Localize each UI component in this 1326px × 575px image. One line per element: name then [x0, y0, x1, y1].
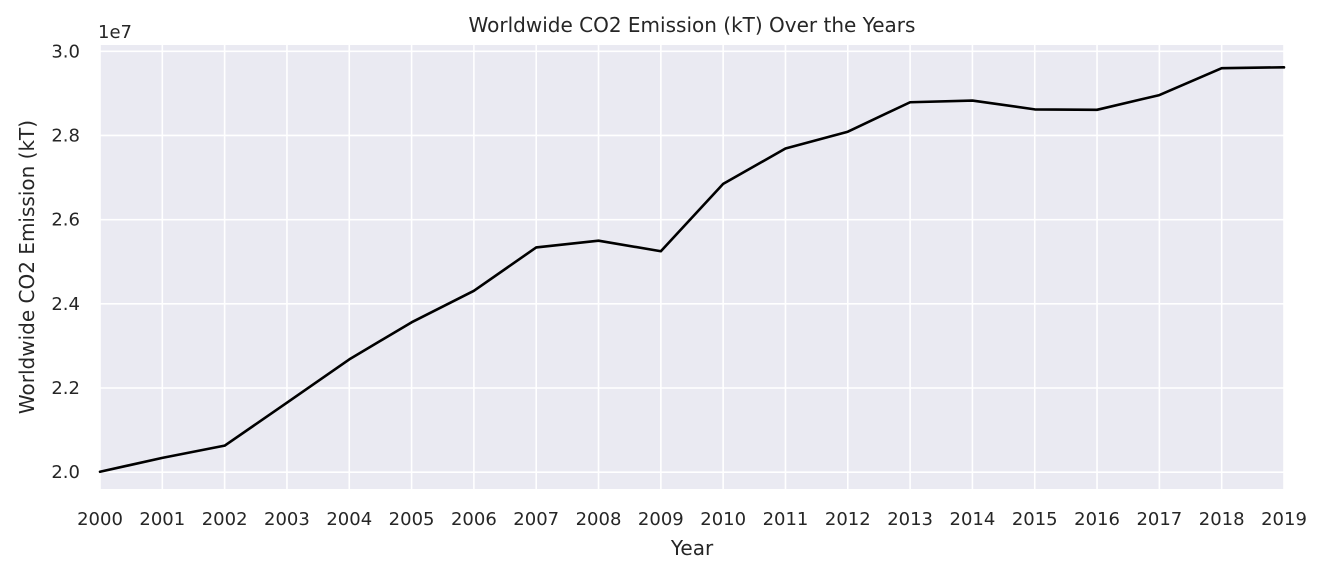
x-tick-label: 2005	[389, 509, 435, 530]
x-tick-label: 2015	[1012, 509, 1058, 530]
x-tick-label: 2013	[887, 509, 933, 530]
x-tick-label: 2004	[326, 509, 372, 530]
y-tick-label: 2.2	[51, 378, 80, 399]
series-layer	[98, 66, 1286, 474]
chart-title: Worldwide CO2 Emission (kT) Over the Yea…	[469, 13, 916, 37]
y-axis-offset-label: 1e7	[98, 22, 132, 43]
x-tick-label: 2006	[451, 509, 497, 530]
y-tick-label: 2.4	[51, 294, 80, 315]
x-tick-label: 2001	[139, 509, 185, 530]
y-tick-label: 2.8	[51, 125, 80, 146]
plot-area	[100, 45, 1284, 489]
y-axis-title: Worldwide CO2 Emission (kT)	[15, 120, 39, 414]
x-tick-label: 2003	[264, 509, 310, 530]
y-tick-label: 2.6	[51, 210, 80, 231]
y-axis-ticks: 2.0 2.2 2.4 2.6 2.8 3.0	[51, 41, 80, 483]
x-tick-label: 2019	[1261, 509, 1307, 530]
x-tick-label: 2000	[77, 509, 123, 530]
x-tick-label: 2012	[825, 509, 871, 530]
y-tick-label: 2.0	[51, 462, 80, 483]
x-tick-label: 2018	[1199, 509, 1245, 530]
series-line	[98, 66, 1286, 474]
x-tick-label: 2011	[763, 509, 809, 530]
y-tick-label: 3.0	[51, 41, 80, 62]
x-tick-label: 2007	[513, 509, 559, 530]
grid-lines	[99, 45, 1285, 489]
x-tick-label: 2017	[1136, 509, 1182, 530]
x-tick-label: 2002	[202, 509, 248, 530]
x-tick-label: 2016	[1074, 509, 1120, 530]
x-axis-ticks: 2000 2001 2002 2003 2004 2005 2006 2007 2008 2009…	[77, 509, 1307, 530]
x-tick-label: 2014	[950, 509, 996, 530]
x-tick-label: 2009	[638, 509, 684, 530]
x-axis-title: Year	[670, 536, 714, 560]
x-tick-label: 2008	[576, 509, 622, 530]
x-tick-label: 2010	[700, 509, 746, 530]
